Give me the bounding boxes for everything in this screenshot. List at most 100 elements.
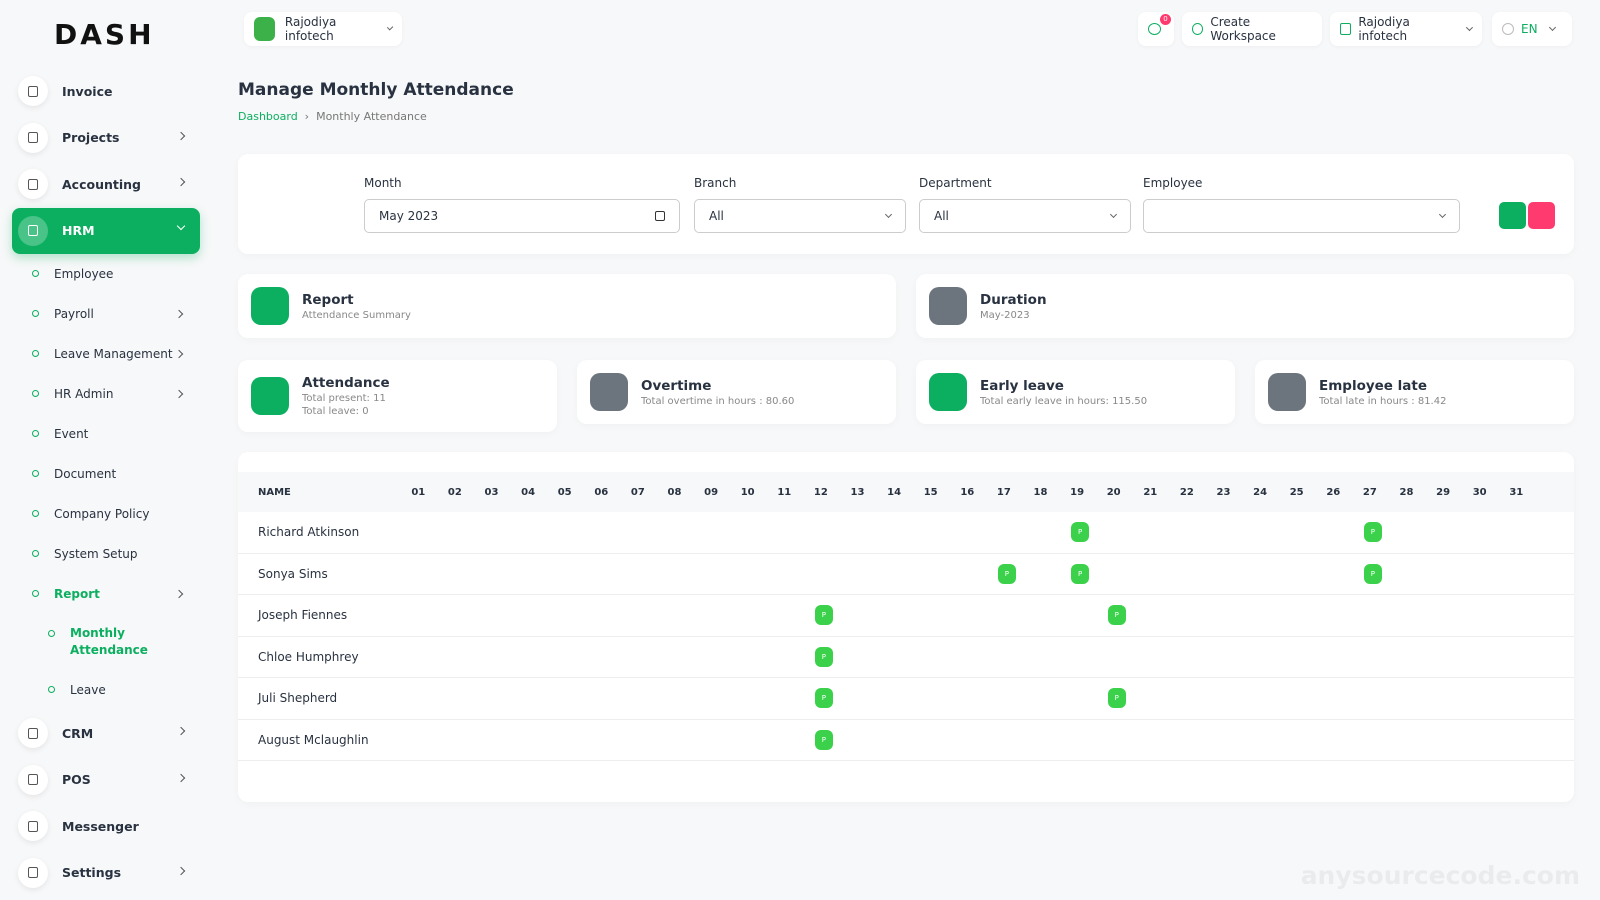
menu-arrow [176, 773, 186, 782]
notifications[interactable]: 0 [1138, 12, 1174, 46]
summary-title: Duration [980, 291, 1047, 308]
icon-glyph [28, 225, 38, 237]
submenu-item[interactable]: Event [12, 414, 200, 454]
submenu-label: System Setup [54, 547, 138, 561]
present-badge: P [1107, 605, 1126, 626]
breadcrumb-current: Monthly Attendance [316, 110, 427, 123]
employee-name: Richard Atkinson [258, 525, 360, 540]
filter-label: Department [919, 176, 992, 190]
reset-button[interactable] [1528, 202, 1555, 229]
employee-name: Chloe Humphrey [258, 649, 359, 664]
summary-card: Early leave Total early leave in hours: 1… [916, 360, 1235, 424]
summary-text: Report Attendance Summary [302, 292, 411, 321]
submenu-label: Leave [70, 683, 106, 697]
column-header: 23 [1216, 486, 1231, 498]
menu-label: CRM [62, 725, 94, 741]
submenu-item[interactable]: Payroll [12, 294, 200, 334]
submenu-label: Payroll [54, 307, 94, 321]
submenu-label: Document [54, 467, 117, 481]
submenu-label: Company Policy [54, 507, 150, 521]
attendance-cell: P [806, 595, 843, 636]
summary-card: Report Attendance Summary [238, 274, 896, 338]
submenu-item[interactable]: Monthly Attendance [12, 614, 200, 670]
column-header: 31 [1509, 486, 1524, 498]
column-header: 29 [1436, 486, 1451, 498]
dropdown-chevron [884, 210, 893, 219]
summary-icon [929, 373, 967, 411]
summary-title: Early leave [980, 377, 1064, 394]
menu-item[interactable]: Messenger [12, 803, 200, 850]
menu-item[interactable]: Invoice [12, 68, 200, 115]
summary-text: Early leave Total early leave in hours: 1… [980, 378, 1147, 407]
submenu-item[interactable]: Leave [12, 670, 200, 710]
summary-line: Attendance Summary [302, 309, 411, 321]
submenu-item[interactable]: Leave Management [12, 334, 200, 374]
summary-text: Attendance Total present: 11 Total leave: … [302, 375, 390, 417]
summary-icon [251, 287, 289, 325]
icon-glyph [28, 774, 38, 786]
menu-item[interactable]: POS [12, 757, 200, 804]
workspace-switcher[interactable]: Rajodiya infotech [244, 12, 402, 46]
logo: DASH [54, 18, 155, 51]
summary-icon [1268, 373, 1306, 411]
language[interactable]: EN [1492, 12, 1572, 46]
table-row: August Mclaughlin P [238, 720, 1574, 761]
table-row: Richard Atkinson P P [238, 512, 1574, 554]
filter-input[interactable] [1143, 199, 1460, 233]
column-header: 17 [996, 486, 1011, 498]
submenu-label: Leave Management [54, 347, 173, 361]
menu-item[interactable]: Accounting [12, 161, 200, 208]
summary-line: May-2023 [980, 309, 1030, 321]
summary-icon [251, 377, 289, 415]
filter: Branch All [694, 176, 906, 233]
filter-input[interactable]: All [694, 199, 906, 233]
present-badge: P [814, 688, 833, 709]
column-header: 15 [923, 486, 938, 498]
filter-input[interactable]: All [919, 199, 1131, 233]
present-badge: P [1071, 563, 1090, 584]
menu-item[interactable]: Projects [12, 115, 200, 162]
filter-input[interactable]: May 2023 [364, 199, 680, 233]
submenu-item[interactable]: Company Policy [12, 494, 200, 534]
present-badge: P [814, 646, 833, 667]
submenu-arrow [174, 389, 184, 399]
menu-item[interactable]: HRM [12, 207, 200, 254]
icon-glyph [28, 867, 38, 879]
submenu-arrow [174, 309, 184, 319]
submenu-item[interactable]: HR Admin [12, 374, 200, 414]
column-header: 01 [411, 486, 426, 498]
menu-item[interactable]: Settings [12, 850, 200, 897]
submenu-item[interactable]: System Setup [12, 534, 200, 574]
menu-icon [18, 718, 48, 749]
column-header: 05 [557, 486, 572, 498]
user-menu[interactable]: Rajodiya infotech [1330, 12, 1482, 46]
column-header: 06 [594, 486, 609, 498]
submenu-item[interactable]: Document [12, 454, 200, 494]
breadcrumb-link[interactable]: Dashboard [238, 110, 298, 123]
submenu-item[interactable]: Employee [12, 254, 200, 294]
filter-label: Month [364, 176, 402, 190]
menu-arrow [176, 131, 186, 140]
column-header: 08 [667, 486, 682, 498]
filter-card: Month May 2023 Branch All Department All Emplo… [238, 154, 1574, 254]
menu-label: Messenger [62, 818, 139, 834]
menu-label: Projects [62, 130, 120, 146]
menu-label: Invoice [62, 83, 113, 99]
menu-icon [18, 215, 48, 246]
filter-value: May 2023 [379, 209, 439, 223]
submenu-label: Employee [54, 267, 114, 281]
summary-card: Employee late Total late in hours : 81.42 [1255, 360, 1574, 424]
summary-card: Attendance Total present: 11 Total leave: … [238, 360, 557, 432]
summary-line: Total overtime in hours : 80.60 [641, 395, 795, 407]
menu-item[interactable]: CRM [12, 710, 200, 757]
dropdown-chevron [655, 211, 665, 221]
search-button[interactable] [1499, 202, 1526, 229]
submenu-item[interactable]: Report [12, 574, 200, 614]
menu-label: Accounting [62, 176, 141, 192]
table-row: Juli Shepherd P P [238, 678, 1574, 720]
create-workspace[interactable]: Create Workspace [1182, 12, 1322, 46]
column-header: 10 [740, 486, 755, 498]
submenu-arrow [174, 589, 184, 599]
column-header: 25 [1289, 486, 1304, 498]
icon-glyph [28, 85, 38, 97]
